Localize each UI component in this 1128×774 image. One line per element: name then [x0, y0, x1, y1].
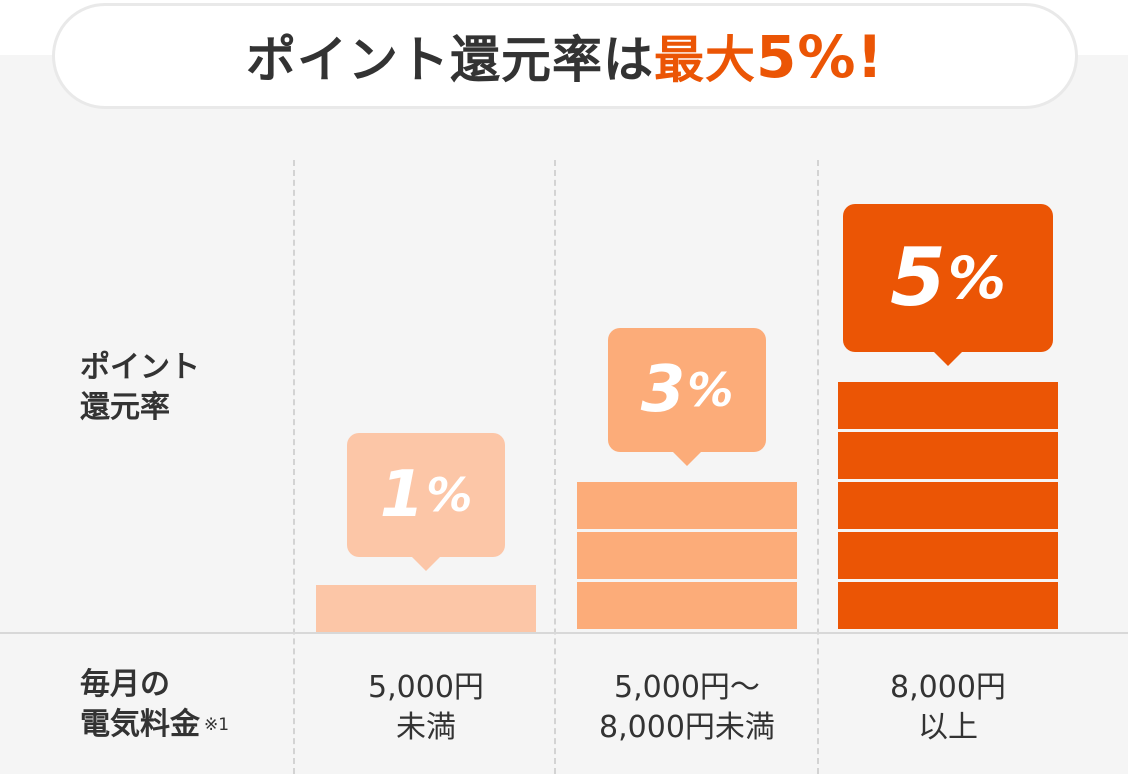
bubble-tail	[410, 555, 442, 571]
value-label: 1%	[347, 433, 505, 571]
bar-group	[316, 585, 536, 632]
bar-segment	[838, 582, 1058, 629]
value-number: 1	[379, 458, 425, 532]
bar-segment	[316, 585, 536, 632]
y-axis-label: ポイント 還元率	[80, 350, 200, 425]
bar-segment	[577, 582, 797, 629]
title-max-value: 5%!	[756, 23, 884, 91]
percent-sign: %	[687, 363, 734, 417]
divider-line	[293, 160, 295, 774]
bar-group	[838, 380, 1058, 632]
bar-segment	[577, 532, 797, 579]
x-axis-label: 毎月の 電気料金 ※1	[80, 665, 229, 745]
bubble-tail	[932, 350, 964, 366]
bar-segment	[838, 432, 1058, 479]
divider-line	[817, 160, 819, 774]
title-banner: ポイント還元率は最大5%!	[52, 3, 1078, 109]
x-axis-label-text: 毎月の 電気料金	[80, 667, 200, 742]
bar-segment	[838, 532, 1058, 579]
percent-sign: %	[947, 244, 1006, 312]
bubble-tail	[671, 450, 703, 466]
title-prefix: ポイント還元率は	[246, 31, 655, 89]
bar-segment	[577, 482, 797, 529]
value-number: 5	[890, 231, 946, 324]
category-label: 5,000円〜 8,000円未満	[599, 670, 775, 745]
value-label: 5%	[843, 204, 1053, 366]
bar-segment	[838, 382, 1058, 429]
title-accent: 最大	[654, 31, 757, 89]
page-title: ポイント還元率は最大5%!	[246, 20, 884, 92]
x-axis-line	[0, 632, 1128, 634]
percent-sign: %	[426, 468, 473, 522]
value-number: 3	[640, 353, 686, 427]
bar-group	[577, 480, 797, 632]
divider-line	[554, 160, 556, 774]
footnote-mark: ※1	[204, 715, 230, 735]
bar-segment	[838, 482, 1058, 529]
category-label: 5,000円 未満	[368, 670, 484, 745]
category-label: 8,000円 以上	[890, 670, 1006, 745]
value-label: 3%	[608, 328, 766, 466]
